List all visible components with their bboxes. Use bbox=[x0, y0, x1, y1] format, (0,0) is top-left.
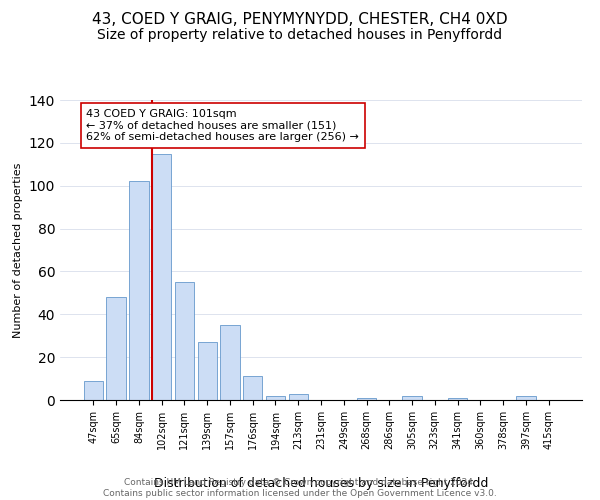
Bar bbox=[243, 376, 262, 400]
Bar bbox=[266, 396, 285, 400]
Bar bbox=[357, 398, 376, 400]
Bar bbox=[175, 282, 194, 400]
Text: Size of property relative to detached houses in Penyffordd: Size of property relative to detached ho… bbox=[97, 28, 503, 42]
Y-axis label: Number of detached properties: Number of detached properties bbox=[13, 162, 23, 338]
Bar bbox=[289, 394, 308, 400]
Bar bbox=[403, 396, 422, 400]
Bar bbox=[197, 342, 217, 400]
Bar bbox=[516, 396, 536, 400]
Text: 43, COED Y GRAIG, PENYMYNYDD, CHESTER, CH4 0XD: 43, COED Y GRAIG, PENYMYNYDD, CHESTER, C… bbox=[92, 12, 508, 28]
Bar bbox=[220, 325, 239, 400]
Text: Distribution of detached houses by size in Penyffordd: Distribution of detached houses by size … bbox=[154, 477, 488, 490]
Bar bbox=[84, 380, 103, 400]
Bar bbox=[129, 182, 149, 400]
Bar bbox=[448, 398, 467, 400]
Text: 43 COED Y GRAIG: 101sqm
← 37% of detached houses are smaller (151)
62% of semi-d: 43 COED Y GRAIG: 101sqm ← 37% of detache… bbox=[86, 109, 359, 142]
Bar bbox=[106, 297, 126, 400]
Bar bbox=[152, 154, 172, 400]
Text: Contains HM Land Registry data © Crown copyright and database right 2024.
Contai: Contains HM Land Registry data © Crown c… bbox=[103, 478, 497, 498]
